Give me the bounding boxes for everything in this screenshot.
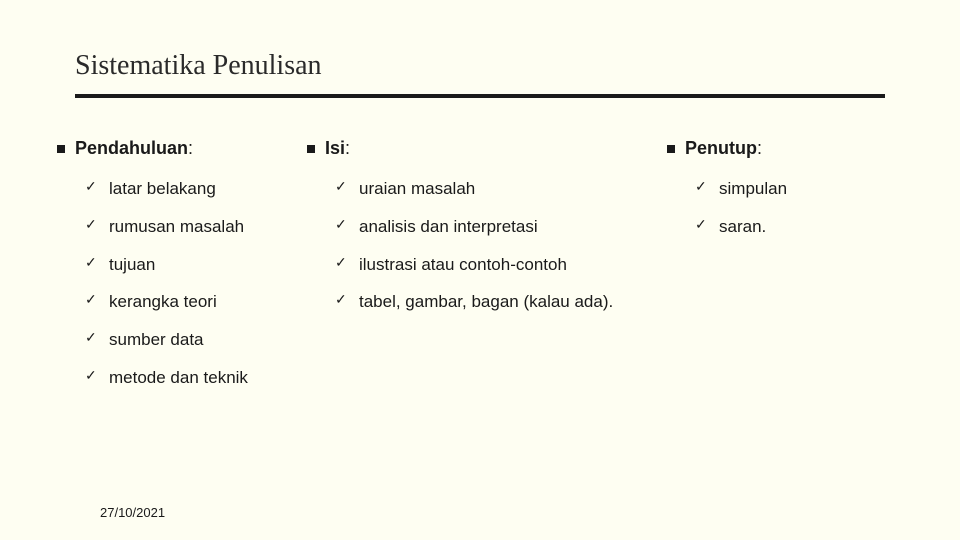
section-header: Penutup: bbox=[685, 138, 885, 159]
item-list: ✓ latar belakang ✓ rumusan masalah ✓ tujuan… bbox=[75, 177, 325, 404]
section-label: Pendahuluan bbox=[75, 138, 188, 159]
item-text: saran. bbox=[719, 217, 766, 236]
section-colon: : bbox=[188, 138, 193, 159]
section-label: Penutup bbox=[685, 138, 757, 159]
slide-title: Sistematika Penulisan bbox=[75, 50, 885, 90]
list-item: ✓ latar belakang bbox=[85, 177, 325, 201]
check-icon: ✓ bbox=[335, 177, 347, 197]
column-isi: Isi: ✓ uraian masalah ✓ analisis dan inter… bbox=[325, 138, 685, 404]
check-icon: ✓ bbox=[85, 253, 97, 273]
item-text: latar belakang bbox=[109, 179, 216, 198]
item-text: kerangka teori bbox=[109, 292, 217, 311]
list-item: ✓ metode dan teknik bbox=[85, 366, 325, 390]
list-item: ✓ saran. bbox=[695, 215, 885, 239]
column-pendahuluan: Pendahuluan: ✓ latar belakang ✓ rumusan ma… bbox=[75, 138, 325, 404]
check-icon: ✓ bbox=[85, 366, 97, 386]
check-icon: ✓ bbox=[695, 177, 707, 197]
list-item: ✓ analisis dan interpretasi bbox=[335, 215, 685, 239]
item-text: uraian masalah bbox=[359, 179, 475, 198]
item-text: metode dan teknik bbox=[109, 368, 248, 387]
list-item: ✓ tabel, gambar, bagan (kalau ada). bbox=[335, 290, 685, 314]
list-item: ✓ rumusan masalah bbox=[85, 215, 325, 239]
square-bullet-icon bbox=[667, 145, 675, 153]
section-header: Pendahuluan: bbox=[75, 138, 325, 159]
item-text: simpulan bbox=[719, 179, 787, 198]
section-colon: : bbox=[345, 138, 350, 159]
check-icon: ✓ bbox=[85, 215, 97, 235]
item-list: ✓ simpulan ✓ saran. bbox=[685, 177, 885, 253]
check-icon: ✓ bbox=[335, 290, 347, 310]
list-item: ✓ uraian masalah bbox=[335, 177, 685, 201]
section-colon: : bbox=[757, 138, 762, 159]
check-icon: ✓ bbox=[335, 215, 347, 235]
check-icon: ✓ bbox=[695, 215, 707, 235]
title-underline bbox=[75, 94, 885, 98]
section-header: Isi: bbox=[325, 138, 685, 159]
square-bullet-icon bbox=[307, 145, 315, 153]
list-item: ✓ sumber data bbox=[85, 328, 325, 352]
list-item: ✓ kerangka teori bbox=[85, 290, 325, 314]
item-text: tabel, gambar, bagan (kalau ada). bbox=[359, 292, 613, 311]
square-bullet-icon bbox=[57, 145, 65, 153]
list-item: ✓ simpulan bbox=[695, 177, 885, 201]
item-text: ilustrasi atau contoh-contoh bbox=[359, 255, 567, 274]
column-penutup: Penutup: ✓ simpulan ✓ saran. bbox=[685, 138, 885, 404]
item-text: tujuan bbox=[109, 255, 155, 274]
section-label: Isi bbox=[325, 138, 345, 159]
item-text: analisis dan interpretasi bbox=[359, 217, 538, 236]
check-icon: ✓ bbox=[335, 253, 347, 273]
check-icon: ✓ bbox=[85, 328, 97, 348]
list-item: ✓ tujuan bbox=[85, 253, 325, 277]
item-list: ✓ uraian masalah ✓ analisis dan interpreta… bbox=[325, 177, 685, 328]
footer-date: 27/10/2021 bbox=[100, 505, 165, 520]
check-icon: ✓ bbox=[85, 290, 97, 310]
list-item: ✓ ilustrasi atau contoh-contoh bbox=[335, 253, 685, 277]
content-columns: Pendahuluan: ✓ latar belakang ✓ rumusan ma… bbox=[75, 138, 885, 404]
item-text: sumber data bbox=[109, 330, 204, 349]
item-text: rumusan masalah bbox=[109, 217, 244, 236]
check-icon: ✓ bbox=[85, 177, 97, 197]
